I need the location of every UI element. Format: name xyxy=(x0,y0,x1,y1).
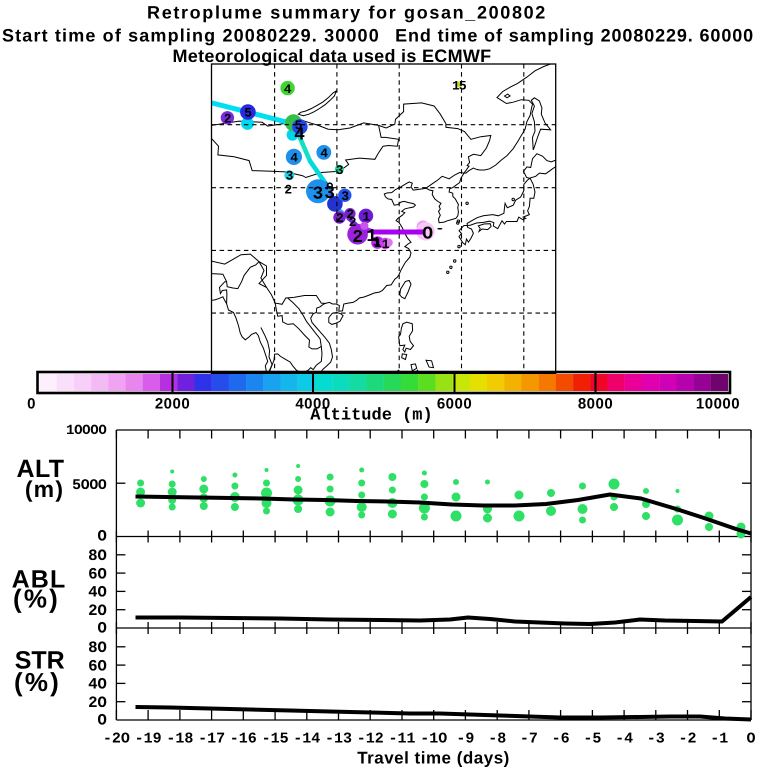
svg-text:-17: -17 xyxy=(198,731,225,748)
svg-text:2: 2 xyxy=(349,215,357,230)
svg-text:O: O xyxy=(422,224,433,244)
svg-text:Retroplume summary for gosan_2: Retroplume summary for gosan_200802 xyxy=(147,3,547,23)
svg-text:1: 1 xyxy=(362,209,370,224)
svg-text:6O: 6O xyxy=(88,565,106,583)
svg-text:-6: -6 xyxy=(552,731,570,748)
svg-text:-15: -15 xyxy=(262,731,289,748)
svg-text:O: O xyxy=(97,712,106,730)
svg-text:-12: -12 xyxy=(357,731,384,748)
svg-text:ABL: ABL xyxy=(12,566,67,594)
svg-text:5: 5 xyxy=(459,78,467,93)
svg-text:-18: -18 xyxy=(166,731,193,748)
svg-text:10000: 10000 xyxy=(696,396,740,413)
svg-text:2: 2 xyxy=(284,182,292,197)
svg-text:1: 1 xyxy=(452,78,460,93)
svg-text:4: 4 xyxy=(284,82,292,97)
svg-text:-3: -3 xyxy=(647,731,665,748)
svg-text:3: 3 xyxy=(312,184,323,204)
svg-text:4: 4 xyxy=(290,151,298,166)
svg-text:6O: 6O xyxy=(88,657,106,675)
svg-text:8000: 8000 xyxy=(578,396,613,413)
svg-text:-1: -1 xyxy=(710,731,728,748)
svg-text:-1O: -1O xyxy=(420,731,447,748)
svg-text:8O: 8O xyxy=(88,639,106,657)
svg-text:-5: -5 xyxy=(583,731,601,748)
svg-text:-2: -2 xyxy=(678,731,696,748)
svg-text:1OOOO: 1OOOO xyxy=(66,423,107,439)
svg-text:(%): (%) xyxy=(14,667,61,697)
svg-text:4: 4 xyxy=(320,146,328,161)
svg-text:2000: 2000 xyxy=(155,396,190,413)
svg-text:2: 2 xyxy=(352,228,363,248)
svg-text:2: 2 xyxy=(346,207,354,222)
svg-text:5OOO: 5OOO xyxy=(72,478,107,494)
svg-text:Altitude (m): Altitude (m) xyxy=(310,407,432,426)
svg-text:O: O xyxy=(97,528,106,546)
svg-text:3: 3 xyxy=(324,184,335,204)
svg-text:-9: -9 xyxy=(456,731,474,748)
svg-text:-8: -8 xyxy=(488,731,506,748)
svg-text:4: 4 xyxy=(294,126,305,146)
svg-text:5: 5 xyxy=(295,118,303,133)
svg-text:-4: -4 xyxy=(615,731,633,748)
svg-text:(%): (%) xyxy=(13,584,60,614)
svg-text:-16: -16 xyxy=(230,731,257,748)
svg-text:(m): (m) xyxy=(25,476,64,502)
svg-text:Travel time (days): Travel time (days) xyxy=(357,749,510,768)
svg-text:-11: -11 xyxy=(388,731,415,748)
svg-text:-7: -7 xyxy=(520,731,538,748)
svg-text:Start time of sampling 2008022: Start time of sampling 20080229. 30000 xyxy=(2,26,380,46)
svg-text:8O: 8O xyxy=(88,547,106,565)
svg-text:2O: 2O xyxy=(88,694,106,712)
svg-text:End time of sampling 20080229.: End time of sampling 20080229. 60000 xyxy=(395,26,754,46)
svg-text:5: 5 xyxy=(244,106,252,121)
svg-text:4O: 4O xyxy=(88,584,106,602)
svg-text:1: 1 xyxy=(374,236,382,251)
svg-text:-14: -14 xyxy=(293,731,320,748)
svg-text:-2O: -2O xyxy=(103,731,130,748)
svg-text:ALT: ALT xyxy=(17,455,65,483)
svg-text:2: 2 xyxy=(224,111,232,126)
svg-text:0: 0 xyxy=(27,396,36,413)
svg-text:O: O xyxy=(97,620,106,638)
svg-text:2: 2 xyxy=(336,211,344,226)
svg-text:4000: 4000 xyxy=(295,396,330,413)
svg-text:3: 3 xyxy=(336,163,344,178)
svg-text:6000: 6000 xyxy=(437,396,472,413)
svg-text:1: 1 xyxy=(366,227,377,247)
svg-text:O: O xyxy=(746,731,755,748)
svg-text:2O: 2O xyxy=(88,602,106,620)
svg-text:1: 1 xyxy=(382,237,390,252)
svg-text:-19: -19 xyxy=(135,731,162,748)
svg-text:3: 3 xyxy=(286,169,294,184)
svg-text:4O: 4O xyxy=(88,676,106,694)
svg-text:-13: -13 xyxy=(325,731,352,748)
svg-text:Meteorological data used is EC: Meteorological data used is ECMWF xyxy=(173,46,492,66)
svg-text:STR: STR xyxy=(15,647,65,675)
svg-text:3: 3 xyxy=(341,189,349,204)
svg-text:1: 1 xyxy=(373,235,381,250)
